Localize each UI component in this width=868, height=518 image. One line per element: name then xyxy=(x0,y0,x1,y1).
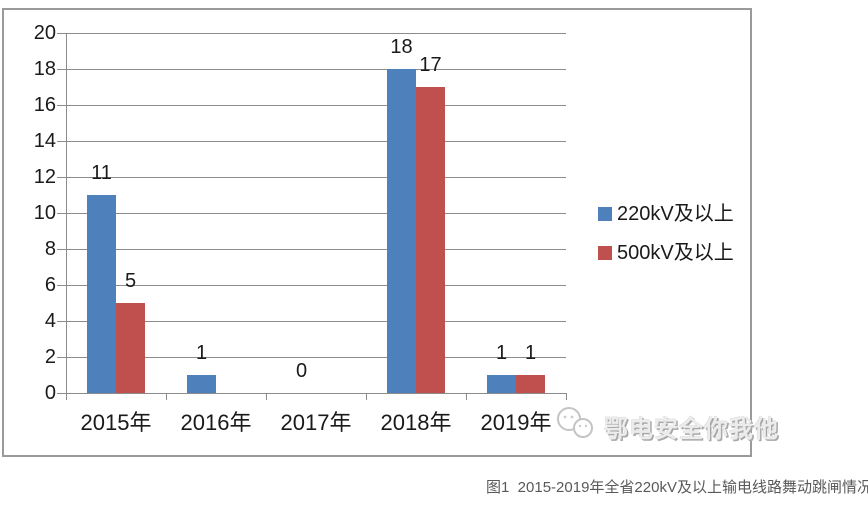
legend-label: 220kV及以上 xyxy=(617,203,734,225)
x-axis-tick xyxy=(466,393,467,400)
gridline xyxy=(57,248,566,250)
x-axis-label: 2015年 xyxy=(80,410,152,435)
y-axis-line xyxy=(66,33,67,400)
legend-item: 220kV及以上 xyxy=(598,202,734,226)
bar-label: 1 xyxy=(195,342,208,364)
gridline xyxy=(57,356,566,358)
gridline xyxy=(57,320,566,322)
gridline xyxy=(57,104,566,106)
y-tick-label: 0 xyxy=(44,382,56,404)
chart-caption: 图1 2015-2019年全省220kV及以上输电线路舞动跳闸情况 xyxy=(486,479,868,496)
legend-item: 500kV及以上 xyxy=(598,241,734,265)
gridline xyxy=(57,392,566,394)
y-tick-label: 8 xyxy=(44,238,56,260)
bar-label: 18 xyxy=(390,36,413,58)
bar-label: 17 xyxy=(419,54,442,76)
y-tick-label: 6 xyxy=(44,274,56,296)
bar-label: 1 xyxy=(495,342,508,364)
bar xyxy=(187,375,216,393)
y-tick-label: 14 xyxy=(33,130,56,152)
y-tick-label: 12 xyxy=(33,166,56,188)
x-axis-tick xyxy=(166,393,167,400)
y-tick-label: 18 xyxy=(33,58,56,80)
x-axis-label: 2016年 xyxy=(180,410,252,435)
y-tick-label: 10 xyxy=(33,202,56,224)
gridline xyxy=(57,284,566,286)
bar-label: 5 xyxy=(124,270,137,292)
legend-swatch-red xyxy=(598,246,612,260)
y-tick-label: 16 xyxy=(33,94,56,116)
watermark: 鄂电安全你我他 xyxy=(554,404,779,449)
gridline xyxy=(57,140,566,142)
x-axis-label: 2017年 xyxy=(280,410,352,435)
gridline xyxy=(57,176,566,178)
x-axis-tick xyxy=(266,393,267,400)
bar xyxy=(87,195,116,393)
y-tick-label: 2 xyxy=(44,346,56,368)
legend: 220kV及以上 500kV及以上 xyxy=(598,202,734,280)
bar-label: 11 xyxy=(91,162,112,184)
bar xyxy=(387,69,416,393)
bar xyxy=(116,303,145,393)
legend-label: 500kV及以上 xyxy=(617,242,734,264)
x-axis-label: 2018年 xyxy=(380,410,452,435)
watermark-text: 鄂电安全你我他 xyxy=(604,416,779,443)
gridline xyxy=(57,68,566,70)
overlapping-circles-logo-icon xyxy=(554,404,598,449)
x-axis-tick xyxy=(366,393,367,400)
bar xyxy=(487,375,516,393)
bar xyxy=(516,375,545,393)
gridline xyxy=(57,32,566,34)
x-axis-label: 2019年 xyxy=(480,410,552,435)
y-tick-label: 4 xyxy=(44,310,56,332)
legend-swatch-blue xyxy=(598,207,612,221)
gridline xyxy=(57,212,566,214)
bar xyxy=(416,87,445,393)
x-axis-tick xyxy=(566,393,567,400)
bar-label: 0 xyxy=(295,360,308,382)
y-tick-label: 20 xyxy=(33,22,56,44)
bar-label: 1 xyxy=(524,342,537,364)
x-axis-tick xyxy=(66,393,67,400)
